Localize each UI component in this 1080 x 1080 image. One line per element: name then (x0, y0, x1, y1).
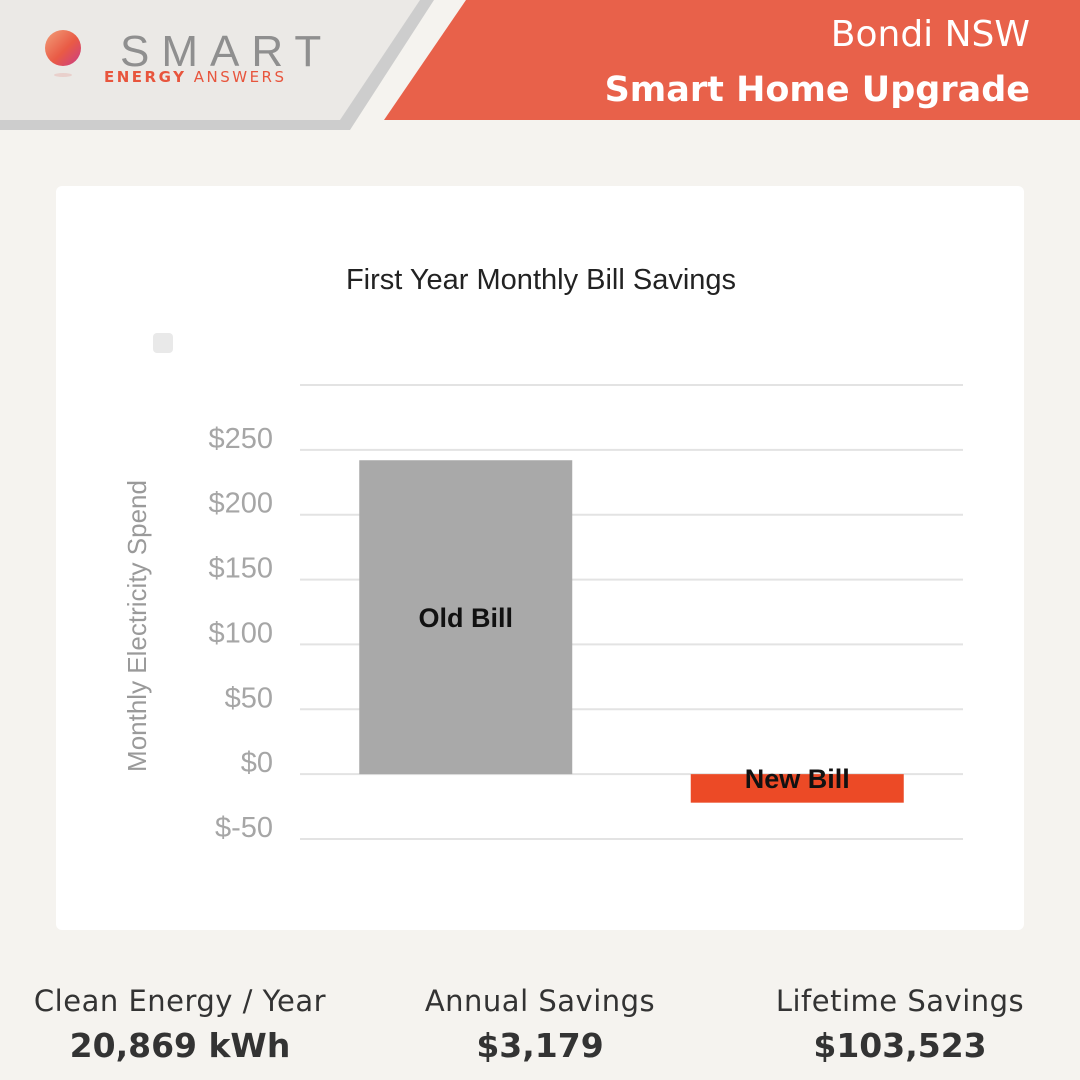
stat-label: Annual Savings (424, 984, 656, 1018)
stat-value: 20,869 kWh (69, 1026, 291, 1065)
bar-label: New Bill (745, 764, 850, 794)
legend-swatch (153, 333, 173, 353)
chart-title: First Year Monthly Bill Savings (346, 264, 736, 296)
y-tick-label: $150 (208, 553, 273, 585)
brand-tagline-answers: ANSWERS (193, 68, 287, 86)
bill-savings-chart: First Year Monthly Bill Savings $250 $200… (122, 264, 963, 844)
y-tick-label: $200 (208, 488, 273, 520)
y-tick-label: $0 (241, 747, 273, 779)
y-tick-label: $-50 (215, 812, 273, 844)
brand-tagline-energy: ENERGY (104, 68, 187, 86)
stat-lifetime-savings: Lifetime Savings $103,523 (720, 984, 1080, 1065)
chart-grid (300, 384, 963, 840)
stat-value: $3,179 (476, 1026, 604, 1065)
stat-value: $103,523 (813, 1026, 987, 1065)
stat-label: Clean Energy / Year (33, 984, 327, 1018)
bar (690, 774, 904, 803)
brand-name: SMART (120, 27, 334, 76)
y-tick-label: $50 (225, 682, 273, 714)
stat-annual-savings: Annual Savings $3,179 (360, 984, 720, 1065)
chart-card: First Year Monthly Bill Savings $250 $200… (56, 186, 1024, 930)
sun-orb-icon (45, 30, 81, 77)
location-label: Bondi NSW (830, 14, 1030, 55)
chart-bars: Old Bill New Bill (359, 460, 904, 803)
y-tick-label: $100 (208, 617, 273, 649)
y-axis-title: Monthly Electricity Spend (122, 480, 152, 772)
stat-clean-energy: Clean Energy / Year 20,869 kWh (0, 984, 360, 1065)
bar-label: Old Bill (419, 603, 514, 633)
bar (359, 460, 573, 775)
header-banner (0, 0, 1080, 130)
headline: Smart Home Upgrade (604, 70, 1030, 110)
y-axis-ticks: $250 $200 $150 $100 $50 $0 $-50 (208, 423, 273, 844)
header-accent-band (384, 0, 1080, 120)
stat-label: Lifetime Savings (775, 984, 1025, 1018)
y-tick-label: $250 (208, 423, 273, 455)
brand-tagline: ENERGY ANSWERS (104, 68, 287, 86)
